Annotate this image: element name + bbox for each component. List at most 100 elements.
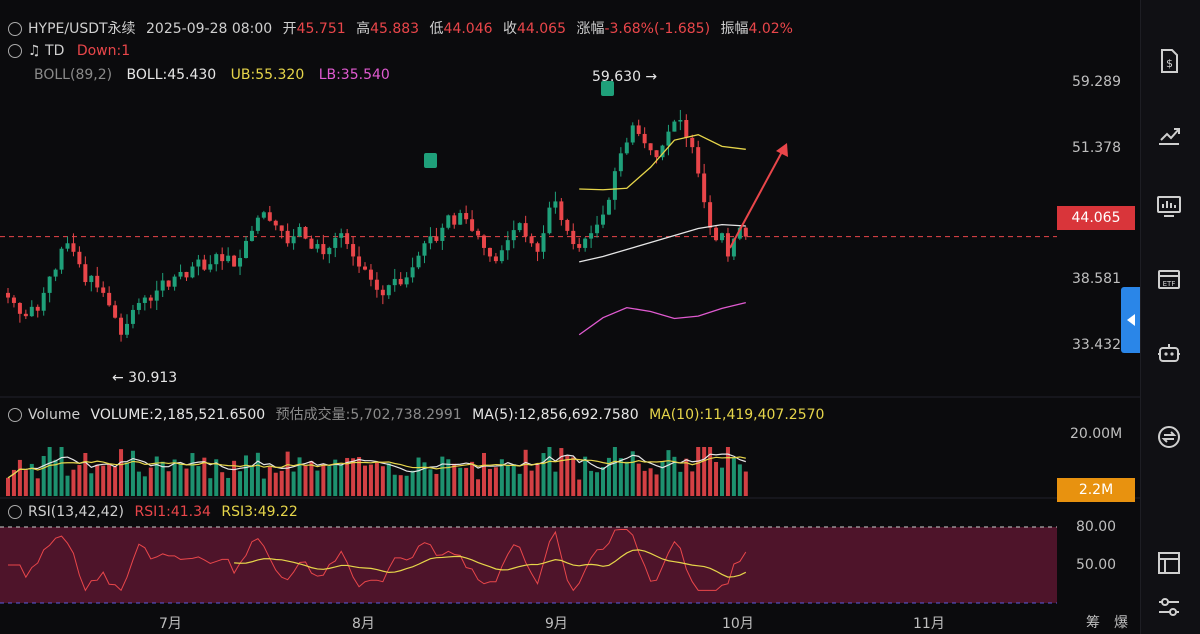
rsi1-line	[8, 529, 747, 592]
collapse-toolbar-tab[interactable]	[1121, 287, 1140, 353]
forecast-volume: 预估成交量:5,702,738.2991	[275, 407, 462, 423]
volume-bar	[577, 479, 582, 496]
volume-bar	[285, 451, 290, 496]
candle-body	[553, 201, 558, 208]
volume-bar	[410, 470, 415, 496]
candle-body	[541, 233, 546, 252]
candle-body	[285, 230, 290, 244]
low-annotation: ← 30.913	[112, 370, 178, 386]
volume-bar	[386, 463, 391, 496]
candle-body	[618, 153, 623, 172]
candle-body	[29, 306, 34, 317]
bell-icon[interactable]: ♫	[28, 43, 41, 59]
candle-body	[220, 254, 225, 262]
candle-body	[523, 223, 528, 237]
volume-bar	[357, 457, 362, 496]
candle-body	[577, 244, 582, 248]
candle-body	[17, 302, 22, 314]
time-tick-sep: 9月	[545, 616, 568, 632]
candle-body	[226, 255, 231, 262]
candle-body	[470, 219, 475, 231]
volume-bar	[547, 447, 552, 496]
candle-body	[273, 220, 278, 226]
td-indicator-row[interactable]: ♫ TD Down:1	[8, 43, 130, 59]
candle-body	[261, 212, 266, 218]
volume-bar	[690, 471, 695, 496]
candle-body	[535, 243, 540, 252]
ohlc-header: HYPE/USDT永续 2025-09-28 08:00 开45.751 高45…	[8, 18, 793, 38]
candle-body	[493, 256, 498, 262]
volume-bar	[41, 455, 46, 496]
volume-bar	[244, 455, 248, 496]
settings-sliders-icon[interactable]	[1152, 590, 1186, 624]
candle-body	[321, 244, 326, 255]
volume-header[interactable]: Volume VOLUME:2,185,521.6500 预估成交量:5,702…	[8, 404, 824, 424]
boll-indicator-row[interactable]: BOLL(89,2) BOLL:45.430 UB:55.320 LB:35.5…	[34, 67, 390, 83]
candle-body	[499, 250, 504, 262]
candle-body	[666, 131, 671, 146]
candle-body	[65, 243, 70, 249]
candle-body	[565, 220, 570, 231]
candle-body	[476, 230, 481, 236]
candle-body	[440, 227, 445, 241]
close-label: 收	[503, 21, 517, 37]
volume-bar	[404, 475, 409, 496]
volume-bar	[630, 451, 635, 496]
expand-icon[interactable]	[8, 22, 22, 36]
candle-body	[23, 313, 28, 317]
volume-bar	[380, 466, 385, 496]
chevron-left-icon	[1126, 314, 1135, 326]
candle-body	[363, 266, 367, 270]
dollar-doc-icon[interactable]: $	[1152, 44, 1186, 78]
candle-body	[345, 233, 350, 245]
etf-icon[interactable]: ETF	[1152, 262, 1186, 296]
low-value: 44.046	[443, 21, 493, 37]
settings-circle-icon[interactable]	[8, 505, 22, 519]
candle-body	[238, 258, 243, 267]
footer-tab-a[interactable]: 筹	[1086, 615, 1100, 631]
volume-bar	[666, 450, 671, 496]
volume-bar	[130, 450, 135, 496]
robot-icon[interactable]	[1152, 336, 1186, 370]
datetime-label: 2025-09-28 08:00	[146, 21, 273, 37]
volume-bar	[368, 464, 373, 496]
volume-bar	[440, 456, 445, 496]
candle-body	[101, 287, 106, 293]
settings-circle-icon[interactable]	[8, 408, 22, 422]
footer-tab-b[interactable]: 爆	[1114, 615, 1128, 631]
trend-chart-icon[interactable]	[1152, 117, 1186, 151]
volume-bar	[672, 456, 677, 496]
candle-body	[77, 251, 82, 265]
candle-body	[11, 297, 16, 303]
volume-bar	[83, 453, 88, 496]
candle-body	[142, 297, 147, 303]
rsi-header[interactable]: RSI(13,42,42) RSI1:41.34 RSI3:49.22	[8, 504, 298, 520]
settings-circle-icon[interactable]	[8, 44, 22, 58]
symbol-label[interactable]: HYPE/USDT永续	[28, 21, 136, 37]
low-label: 低	[429, 21, 444, 37]
candle-body	[386, 285, 391, 296]
candle-body	[309, 238, 314, 249]
swap-icon[interactable]	[1152, 420, 1186, 454]
candle-body	[6, 292, 10, 298]
volume-bar	[482, 452, 486, 496]
volume-bar	[499, 459, 504, 496]
candle-body	[422, 243, 427, 256]
layout-icon[interactable]	[1152, 546, 1186, 580]
candle-body	[714, 227, 719, 241]
volume-bar	[583, 456, 588, 496]
candle-body	[315, 244, 320, 249]
boll-lb-line	[578, 302, 746, 336]
candle-body	[136, 302, 141, 310]
candlestick-chart[interactable]: 99	[0, 0, 1140, 634]
td-label: TD	[45, 43, 65, 59]
candle-body	[95, 275, 100, 288]
volume-bar	[172, 459, 177, 496]
volume-bar	[446, 459, 451, 496]
candle-body	[660, 145, 665, 158]
volume-bar	[660, 461, 665, 496]
candle-body	[458, 213, 463, 225]
monitor-chart-icon[interactable]	[1152, 189, 1186, 223]
candle-body	[154, 290, 159, 301]
